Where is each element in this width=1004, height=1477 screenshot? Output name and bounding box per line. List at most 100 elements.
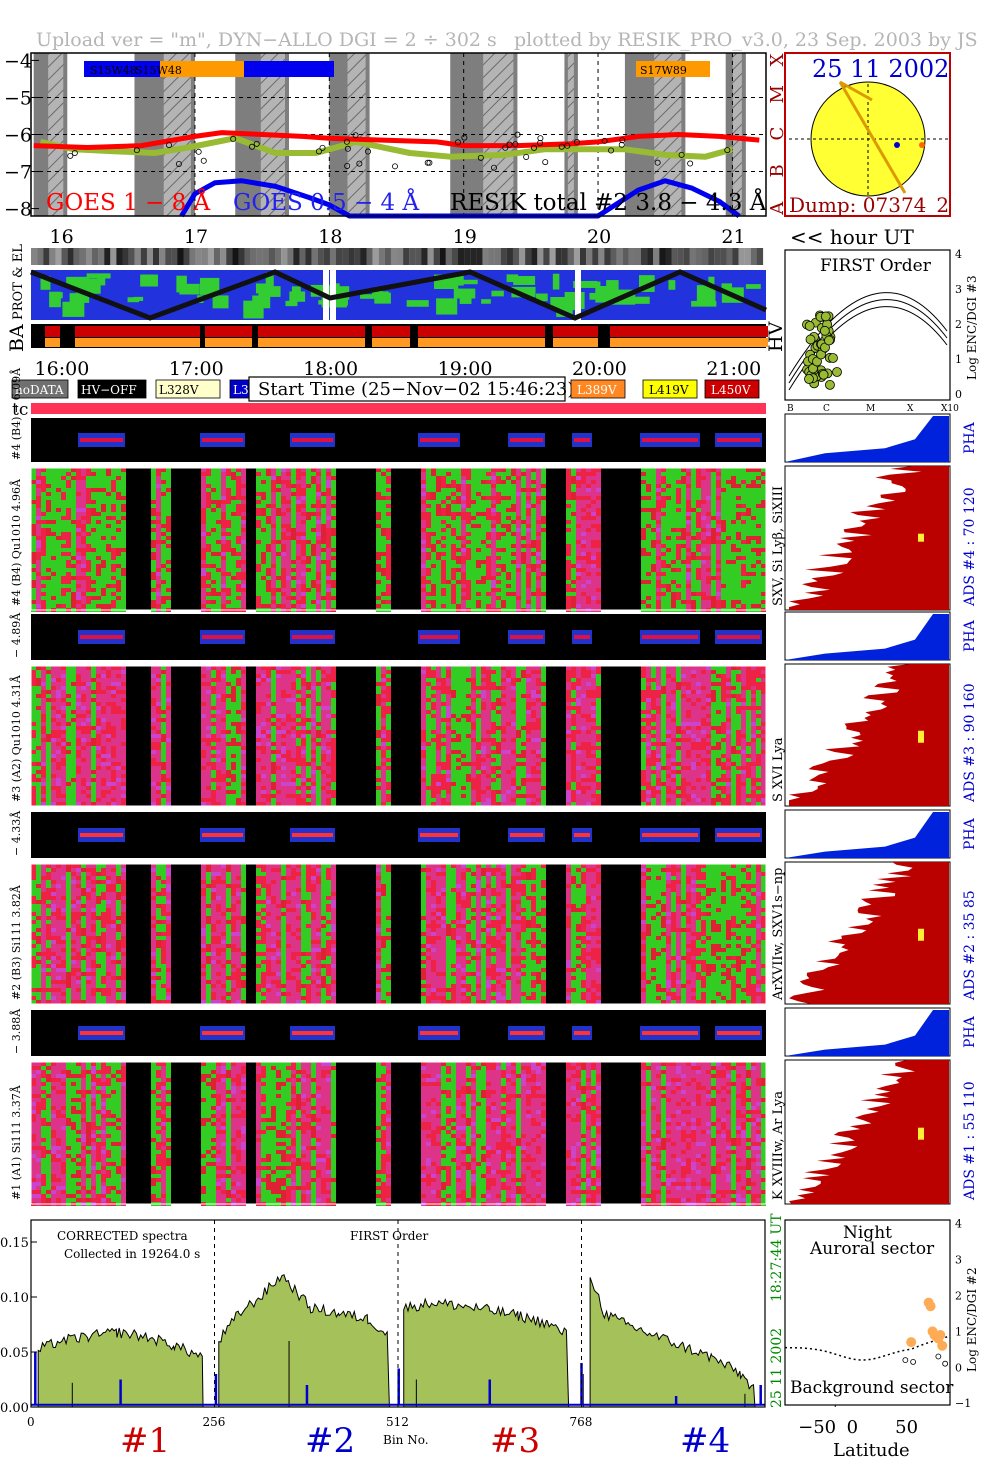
spec-cell — [86, 726, 91, 730]
spec-cell — [701, 472, 706, 476]
spec-cell — [706, 604, 711, 608]
spec-cell — [166, 596, 171, 600]
spec-cell — [536, 544, 541, 548]
spec-cell — [751, 492, 756, 496]
spec-cell — [481, 548, 486, 552]
spec-cell — [106, 734, 111, 738]
hv-seg-orange — [75, 338, 200, 347]
spec-cell — [106, 568, 111, 572]
spec-cell — [531, 472, 536, 476]
spec-cell — [211, 540, 216, 544]
spec-cell — [331, 540, 336, 544]
spec-cell — [646, 540, 651, 544]
spec-cell — [666, 552, 671, 556]
spec-cell — [511, 548, 516, 552]
prot-el-cell — [122, 248, 129, 265]
spec-cell — [726, 600, 731, 604]
spec-cell — [241, 548, 246, 552]
spec-cell — [236, 524, 241, 528]
spec-cell — [56, 670, 61, 674]
spec-cell — [526, 536, 531, 540]
spec-cell — [106, 540, 111, 544]
spec-cell — [206, 492, 211, 496]
spec-cell — [331, 476, 336, 480]
spec-cell — [521, 492, 526, 496]
spec-cell — [641, 508, 646, 512]
spec-cell — [61, 544, 66, 548]
spec-cell — [271, 512, 276, 516]
hv-seg-red — [45, 326, 60, 337]
flare-class-label: C — [767, 127, 788, 141]
spec-cell — [261, 500, 266, 504]
spec-cell — [281, 504, 286, 508]
spec-cell — [281, 536, 286, 540]
spec-cell — [526, 576, 531, 580]
spec-cell — [661, 512, 666, 516]
spec-cell — [756, 472, 761, 476]
spec-cell — [236, 596, 241, 600]
spec-cell — [481, 472, 486, 476]
spec-cell — [201, 584, 206, 588]
spec-cell — [231, 468, 236, 472]
spec-cell — [461, 500, 466, 504]
spec-cell — [96, 588, 101, 592]
spec-cell — [61, 762, 66, 766]
spec-cell — [96, 798, 101, 802]
spec-cell — [211, 532, 216, 536]
spec-col-off — [131, 468, 136, 610]
spec-cell — [516, 512, 521, 516]
spec-cell — [266, 532, 271, 536]
spec-col-off — [336, 468, 341, 610]
spec-cell — [71, 488, 76, 492]
spec-cell — [66, 576, 71, 580]
spec-cell — [56, 516, 61, 520]
spec-cell — [91, 596, 96, 600]
orbit-patch — [199, 277, 220, 295]
spec-cell — [61, 584, 66, 588]
spec-cell — [741, 516, 746, 520]
spec-cell — [651, 532, 656, 536]
spec-cell — [101, 500, 106, 504]
spec-cell — [106, 782, 111, 786]
spec-cell — [226, 576, 231, 580]
spec-col-off — [406, 468, 411, 610]
spec-cell — [661, 476, 666, 480]
spec-cell — [431, 512, 436, 516]
spec-cell — [496, 564, 501, 568]
spec-cell — [741, 556, 746, 560]
spec-cell — [761, 576, 766, 580]
spec-cell — [756, 604, 761, 608]
spec-cell — [751, 508, 756, 512]
spec-cell — [661, 532, 666, 536]
spec-cell — [456, 568, 461, 572]
spec-cell — [696, 560, 701, 564]
spec-cell — [761, 484, 766, 488]
spec-cell — [91, 580, 96, 584]
spec-cell — [721, 468, 726, 472]
spec-cell — [76, 564, 81, 568]
spec-cell — [106, 472, 111, 476]
spec-cell — [761, 552, 766, 556]
spec-cell — [381, 560, 386, 564]
spec-cell — [91, 548, 96, 552]
spec-cell — [501, 596, 506, 600]
spec-cell — [46, 698, 51, 702]
spec-cell — [201, 488, 206, 492]
spec-cell — [86, 750, 91, 754]
spec-cell — [151, 468, 156, 472]
spec-cell — [111, 754, 116, 758]
spec-cell — [31, 484, 36, 488]
spec-cell — [81, 770, 86, 774]
spec-cell — [651, 596, 656, 600]
spec-cell — [111, 576, 116, 580]
spec-cell — [471, 556, 476, 560]
spec-cell — [46, 500, 51, 504]
spec-cell — [571, 580, 576, 584]
prot-el-cell — [342, 248, 349, 265]
spec-cell — [496, 600, 501, 604]
spec-cell — [531, 580, 536, 584]
orbit-patch — [708, 276, 715, 287]
spec-cell — [256, 500, 261, 504]
spec-cell — [76, 686, 81, 690]
resik-point — [558, 143, 565, 150]
